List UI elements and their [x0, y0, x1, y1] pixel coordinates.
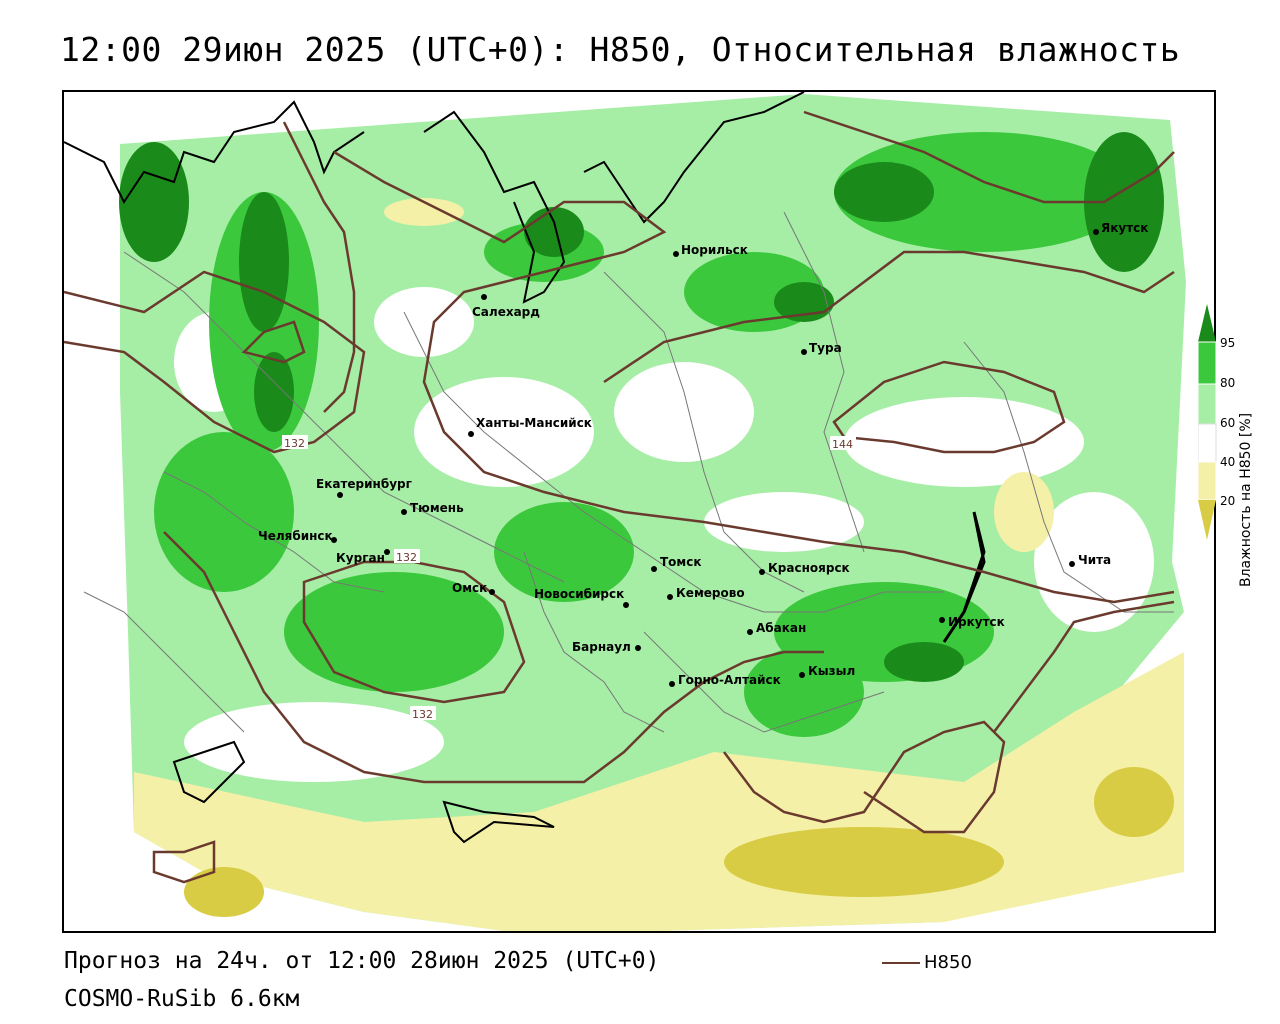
city-label-khanty-mansiysk: Ханты-Мансийск: [476, 416, 592, 430]
contour-legend: H850: [882, 952, 972, 973]
contour-legend-label: H850: [924, 952, 972, 973]
city-marker: [799, 672, 805, 678]
map-title: 12:00 29июн 2025 (UTC+0): H850, Относите…: [60, 30, 1181, 69]
colorbar: 95 80 60 40 20: [1198, 304, 1235, 540]
city-marker: [801, 349, 807, 355]
city-label-salekhard: Салехард: [472, 305, 540, 319]
city-label-novosibirsk: Новосибирск: [534, 587, 624, 601]
city-marker: [1069, 561, 1075, 567]
coastlines: [64, 92, 986, 844]
map-panel: 132 132 132 144 Якутск Норильск Салехард…: [62, 90, 1216, 933]
city-label-tyumen: Тюмень: [410, 501, 464, 515]
city-marker: [331, 537, 337, 543]
h850-contours: [64, 110, 1175, 884]
city-label-kemerovo: Кемерово: [676, 586, 745, 600]
city-marker: [747, 629, 753, 635]
colorbar-bin: [1198, 423, 1217, 463]
city-marker: [489, 589, 495, 595]
city-marker: [401, 509, 407, 515]
colorbar-bin: [1198, 341, 1217, 385]
city-marker: [468, 431, 474, 437]
humidity-map: 132 132 132 144 Якутск Норильск Салехард…: [64, 92, 1186, 931]
city-label-barnaul: Барнаул: [572, 640, 631, 654]
very-dry-areas: [134, 198, 1184, 931]
city-marker: [1093, 229, 1099, 235]
city-label-krasnoyarsk: Красноярск: [768, 561, 850, 575]
colorbar-tick: 80: [1220, 376, 1235, 390]
city-marker: [759, 569, 765, 575]
city-label-chita: Чита: [1078, 553, 1111, 567]
city-label-gorno-altaysk: Горно-Алтайск: [678, 673, 781, 687]
city-marker: [623, 602, 629, 608]
model-text: COSMO-RuSib 6.6км: [64, 986, 300, 1012]
colorbar-tick: 20: [1220, 494, 1235, 508]
city-marker: [481, 294, 487, 300]
city-label-norilsk: Норильск: [681, 243, 748, 257]
forecast-text: Прогноз на 24ч. от 12:00 28июн 2025 (UTC…: [64, 948, 660, 974]
contour-label: 132: [412, 708, 433, 721]
contour-labels: 132 132 132 144: [282, 435, 856, 721]
city-label-omsk: Омск: [452, 581, 487, 595]
city-label-yekaterinburg: Екатеринбург: [316, 477, 412, 491]
city-marker: [337, 492, 343, 498]
contour-label: 132: [284, 437, 305, 450]
city-label-tomsk: Томск: [660, 555, 702, 569]
city-marker: [939, 617, 945, 623]
city-marker: [651, 566, 657, 572]
colorbar-bin: [1198, 383, 1217, 425]
contour-label-box: [282, 435, 308, 449]
city-marker: [384, 549, 390, 555]
city-marker: [673, 251, 679, 257]
city-label-kyzyl: Кызыл: [808, 664, 855, 678]
colorbar-title: Влажность на H850 [%]: [1238, 412, 1254, 587]
city-label-yakutsk: Якутск: [1101, 221, 1148, 235]
colorbar-tick: 60: [1220, 416, 1235, 430]
cities: Якутск Норильск Салехард Тура Ханты-Манс…: [258, 221, 1148, 687]
contour-label-box: [394, 549, 420, 563]
colorbar-bin-min: [1198, 500, 1216, 540]
contour-line-swatch: [882, 961, 920, 964]
city-label-abakan: Абакан: [756, 621, 806, 635]
city-marker: [669, 681, 675, 687]
saturated-areas: [119, 132, 1164, 682]
contour-label-box: [830, 436, 856, 450]
colorbar-tick: 40: [1220, 455, 1235, 469]
city-label-irkutsk: Иркутск: [948, 615, 1005, 629]
contour-label: 144: [832, 438, 853, 451]
colorbar-tick: 95: [1220, 336, 1235, 350]
contour-label: 132: [396, 551, 417, 564]
city-label-kurgan: Курган: [336, 551, 385, 565]
city-marker: [635, 645, 641, 651]
contour-label-box: [410, 706, 436, 720]
colorbar-bin-max: [1198, 304, 1216, 342]
boundaries: [83, 211, 1174, 733]
city-label-tura: Тура: [809, 341, 842, 355]
colorbar-bin: [1198, 461, 1217, 501]
city-marker: [667, 594, 673, 600]
city-label-chelyabinsk: Челябинск: [258, 529, 333, 543]
